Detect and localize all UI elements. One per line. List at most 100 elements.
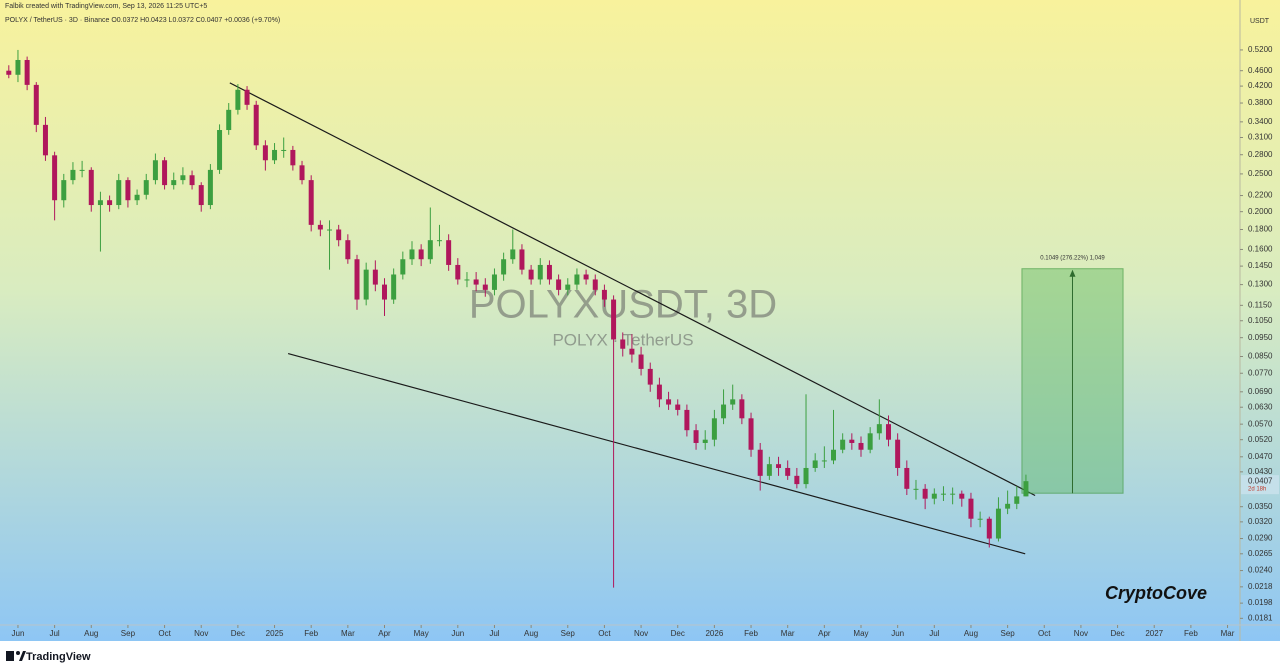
watermark-title: POLYXUSDT, 3D [469,283,777,327]
candle-body [638,354,644,369]
candle-body [1023,481,1029,497]
candle-body [473,279,479,285]
logo-shape [19,651,26,661]
x-tick-label: May [853,629,868,638]
candle-body [290,149,296,166]
y-tick-label: 0.2800 [1248,150,1273,159]
candle-body [977,518,983,520]
candle-body [519,249,525,270]
candle-body [922,488,928,499]
y-tick-label: 0.0570 [1248,419,1273,428]
candle-body [812,460,818,468]
x-tick-label: Jun [12,629,25,638]
candle-body [107,200,113,206]
candle-body [601,289,607,300]
logo-shape [6,651,14,661]
x-tick-label: Mar [1221,629,1235,638]
y-tick-label: 0.2200 [1248,191,1273,200]
price-tag [1241,475,1279,495]
candle-body [831,449,837,461]
x-tick-label: Aug [964,629,978,638]
logo-shape [16,651,20,655]
candle-body [180,175,186,181]
candle-body [794,475,800,485]
y-tick-label: 0.1600 [1248,245,1273,254]
y-tick-label: 0.1450 [1248,261,1273,270]
candle-body [803,467,809,485]
candle-body [537,264,543,280]
candle-body [895,439,901,468]
candle-body [904,467,910,489]
candle-body [940,493,946,495]
y-tick-label: 0.0630 [1248,402,1273,411]
y-tick-label: 0.0320 [1248,517,1273,526]
brand-logo: TradingView [6,651,91,663]
y-tick-label: 0.0240 [1248,566,1273,575]
y-tick-label: 0.0265 [1248,549,1273,558]
candle-body [776,464,782,468]
candle-body [24,59,30,85]
y-tick-label: 0.1800 [1248,225,1273,234]
candle-body [876,424,882,434]
y-tick-label: 0.0198 [1248,598,1273,607]
x-tick-label: Apr [378,629,391,638]
measure-label: 0.1049 (276.22%) 1,049 [1040,255,1105,261]
candle-body [226,109,232,131]
y-tick-label: 0.2000 [1248,207,1273,216]
brand-name: TradingView [26,651,91,663]
candle-body [125,180,131,201]
x-tick-label: Apr [818,629,831,638]
candle-body [152,160,158,181]
candle-body [739,399,745,419]
candle-body [372,269,378,285]
x-tick-label: Sep [1000,629,1015,638]
candle-body [381,284,387,300]
y-tick-label: 0.3100 [1248,133,1273,142]
y-tick-label: 0.3800 [1248,98,1273,107]
candle-body [436,240,442,242]
candle-body [409,249,415,260]
candle-body [757,449,763,476]
candle-body [143,180,149,195]
candle-body [354,259,360,300]
candle-body [950,493,956,495]
candle-body [253,104,259,146]
candle-body [867,433,873,450]
candle-body [885,424,891,440]
x-tick-label: Oct [158,629,171,638]
candle-body [15,59,21,75]
candle-body [721,404,727,419]
candle-body [207,169,213,206]
candle-body [574,274,580,285]
attribution: Falbik created with TradingView.com, Sep… [5,3,207,10]
price-tag-value: 0.0407 [1248,476,1273,485]
x-tick-label: 2025 [266,629,284,638]
x-tick-label: Nov [634,629,648,638]
x-tick-label: Feb [1184,629,1198,638]
candle-body [785,467,791,476]
candle-body [730,399,736,405]
y-tick-label: 0.0470 [1248,452,1273,461]
trendline [229,82,1036,497]
x-tick-label: Mar [341,629,355,638]
x-tick-label: May [414,629,429,638]
candle-body [931,493,937,499]
axes: 0.5200 0.4600 0.4200 0.3800 0.3400 0.3100 0.28… [12,45,1279,638]
candle-body [675,404,681,410]
candle-body [171,180,177,186]
chart-background [0,0,1280,641]
candle-body [858,442,864,450]
candle-body [391,274,397,300]
footer [0,641,1280,671]
y-tick-label: 0.1300 [1248,280,1273,289]
candle-body [70,169,76,181]
candle-body [281,149,287,151]
currency-label: USDT [1250,18,1270,25]
candle-body [913,488,919,490]
candle-body [510,249,516,260]
candle-body [244,89,250,105]
y-tick-label: 0.3400 [1248,117,1273,126]
candle-body [464,279,470,281]
